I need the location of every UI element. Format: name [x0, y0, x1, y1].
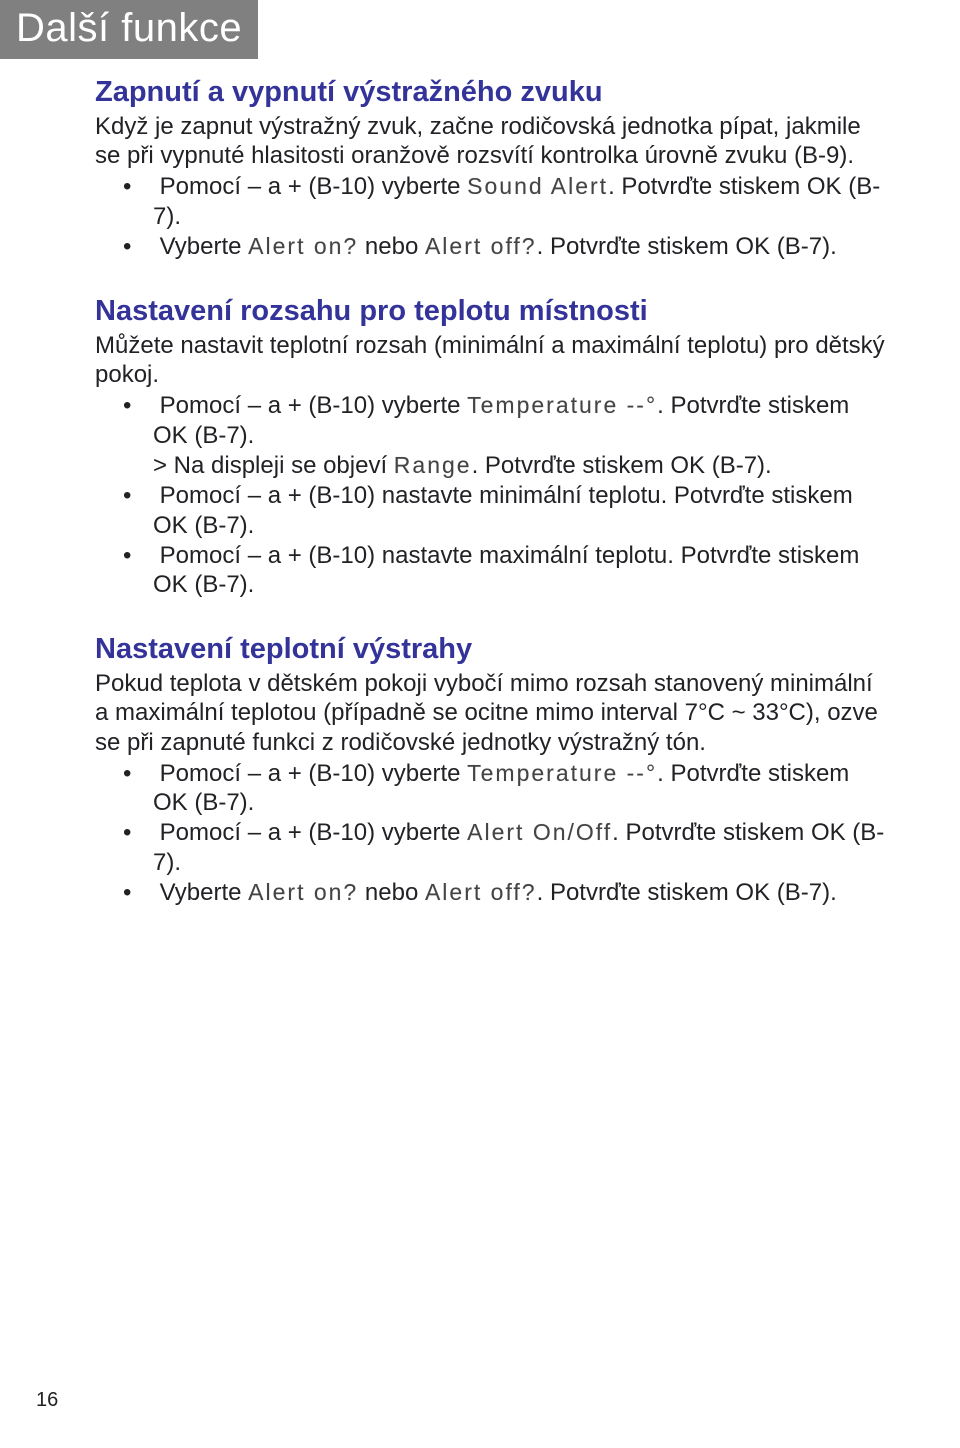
list-item: Vyberte Alert on? nebo Alert off?. Potvr…	[95, 878, 890, 907]
bullet-text: Pomocí – a + (B-10) nastavte maximální t…	[153, 542, 859, 598]
lcd-text: Alert off?	[425, 233, 537, 259]
section-title-2: Nastavení rozsahu pro teplotu místnosti	[95, 294, 890, 329]
bullet-text: Pomocí – a + (B-10) vyberte	[160, 173, 467, 200]
bullet-text: . Potvrďte stiskem OK (B-7).	[472, 452, 772, 479]
bullet-text: Pomocí – a + (B-10) nastavte minimální t…	[153, 482, 853, 538]
lcd-text: Temperature --°	[467, 392, 657, 418]
bullet-text: . Potvrďte stiskem OK (B-7).	[537, 879, 837, 906]
list-item: Pomocí – a + (B-10) nastavte minimální t…	[95, 481, 890, 540]
list-item: Pomocí – a + (B-10) vyberte Temperature …	[95, 391, 890, 450]
bullet-text: Vyberte	[160, 233, 249, 260]
section-title-1: Zapnutí a vypnutí výstražného zvuku	[95, 75, 890, 110]
list-item: Pomocí – a + (B-10) vyberte Sound Alert.…	[95, 172, 890, 231]
bullet-list-1: Pomocí – a + (B-10) vyberte Sound Alert.…	[95, 172, 890, 261]
section-title-3: Nastavení teplotní výstrahy	[95, 632, 890, 667]
list-item: Vyberte Alert on? nebo Alert off?. Potvr…	[95, 232, 890, 261]
bullet-text: > Na displeji se objeví	[153, 452, 394, 479]
bullet-text: nebo	[358, 879, 425, 906]
bullet-list-2: Pomocí – a + (B-10) vyberte Temperature …	[95, 391, 890, 599]
list-item: Pomocí – a + (B-10) vyberte Temperature …	[95, 759, 890, 818]
lcd-text: Alert On/Off	[467, 819, 612, 845]
sub-line: > Na displeji se objeví Range. Potvrďte …	[95, 451, 890, 480]
page-content: Zapnutí a vypnutí výstražného zvuku Když…	[0, 59, 960, 907]
bullet-text: Pomocí – a + (B-10) vyberte	[160, 760, 467, 787]
lcd-text: Alert on?	[248, 879, 358, 905]
list-item: Pomocí – a + (B-10) nastavte maximální t…	[95, 541, 890, 600]
bullet-text: Vyberte	[160, 879, 249, 906]
bullet-text: Pomocí – a + (B-10) vyberte	[160, 819, 467, 846]
bullet-text: nebo	[358, 233, 425, 260]
bullet-text: . Potvrďte stiskem OK (B-7).	[537, 233, 837, 260]
lcd-text: Temperature --°	[467, 760, 657, 786]
section-intro-3: Pokud teplota v dětském pokoji vybočí mi…	[95, 669, 890, 757]
lcd-text: Sound Alert	[467, 173, 608, 199]
page-number: 16	[36, 1389, 58, 1412]
bullet-text: Pomocí – a + (B-10) vyberte	[160, 392, 467, 419]
bullet-list-3: Pomocí – a + (B-10) vyberte Temperature …	[95, 759, 890, 907]
lcd-text: Alert on?	[248, 233, 358, 259]
section-intro-2: Můžete nastavit teplotní rozsah (minimál…	[95, 331, 890, 390]
lcd-text: Alert off?	[425, 879, 537, 905]
section-intro-1: Když je zapnut výstražný zvuk, začne rod…	[95, 112, 890, 171]
lcd-text: Range	[394, 452, 472, 478]
list-item: Pomocí – a + (B-10) vyberte Alert On/Off…	[95, 818, 890, 877]
page-header: Další funkce	[0, 0, 258, 59]
